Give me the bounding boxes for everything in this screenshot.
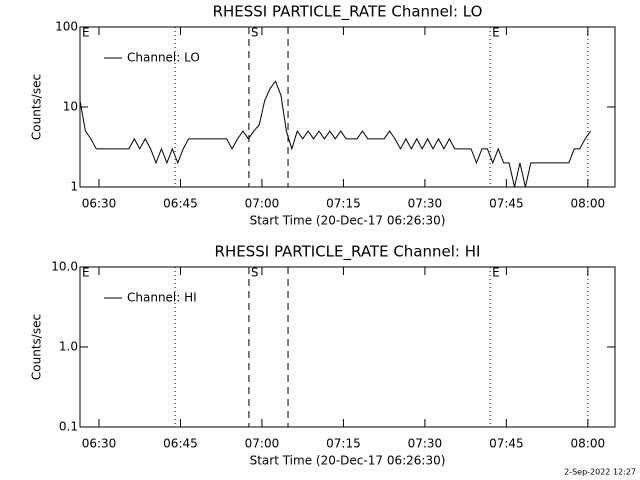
x-axis-title: Start Time (20-Dec-17 06:26:30) <box>250 454 446 468</box>
y-tick-label: 1.0 <box>59 340 78 354</box>
annotation: E <box>492 26 500 40</box>
x-tick-label: 07:00 <box>245 437 280 451</box>
y-tick-label: 10.0 <box>51 260 78 274</box>
x-tick-label: 07:30 <box>408 437 443 451</box>
data-line <box>79 80 591 188</box>
chart-title: RHESSI PARTICLE_RATE Channel: LO <box>213 3 483 22</box>
x-axis-title: Start Time (20-Dec-17 06:26:30) <box>250 214 446 228</box>
y-tick-label: 1 <box>70 180 78 194</box>
x-tick-label: 07:15 <box>326 437 361 451</box>
x-tick-label: 06:45 <box>163 197 198 211</box>
y-axis-title: Counts/sec <box>30 74 44 140</box>
x-tick-label: 06:30 <box>82 437 117 451</box>
x-tick-label: 08:00 <box>571 437 606 451</box>
chart-title: RHESSI PARTICLE_RATE Channel: HI <box>215 243 481 262</box>
x-tick-label: 08:00 <box>571 197 606 211</box>
x-tick-label: 06:30 <box>82 197 117 211</box>
x-tick-label: 07:45 <box>489 197 524 211</box>
annotation: E <box>82 266 90 280</box>
y-tick-label: 100 <box>55 20 78 34</box>
annotation: S <box>251 26 259 40</box>
annotation: E <box>492 266 500 280</box>
annotation: S <box>251 266 259 280</box>
y-axis-title: Counts/sec <box>30 314 44 380</box>
x-tick-label: 07:15 <box>326 197 361 211</box>
y-tick-label: 0.1 <box>59 420 78 434</box>
y-tick-label: 10 <box>63 100 78 114</box>
annotation: E <box>82 26 90 40</box>
x-tick-label: 07:45 <box>489 437 524 451</box>
x-tick-label: 07:30 <box>408 197 443 211</box>
x-tick-label: 07:00 <box>245 197 280 211</box>
legend-label: Channel: HI <box>127 291 197 305</box>
x-tick-label: 06:45 <box>163 437 198 451</box>
timestamp: 2-Sep-2022 12:27 <box>564 468 636 477</box>
legend-label: Channel: LO <box>127 51 200 65</box>
